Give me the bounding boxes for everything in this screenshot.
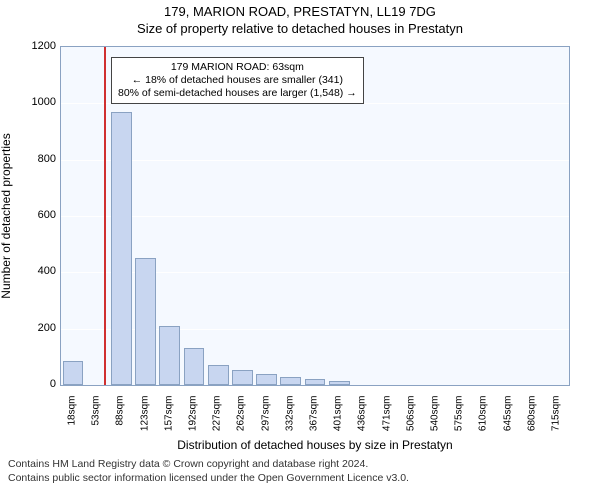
y-tick-label: 800 (16, 153, 56, 165)
footer: Contains HM Land Registry data © Crown c… (0, 456, 600, 485)
x-tick-label: 715sqm (550, 396, 561, 446)
y-tick-label: 0 (16, 378, 56, 390)
x-tick-label: 88sqm (115, 396, 126, 446)
x-tick-label: 157sqm (163, 396, 174, 446)
subtitle-line: Size of property relative to detached ho… (0, 21, 600, 36)
bar (232, 370, 253, 385)
x-tick-label: 297sqm (260, 396, 271, 446)
x-tick-label: 367sqm (309, 396, 320, 446)
y-tick-label: 1200 (16, 40, 56, 52)
x-tick-label: 471sqm (381, 396, 392, 446)
x-tick-label: 332sqm (284, 396, 295, 446)
bar (159, 326, 180, 385)
x-tick-label: 192sqm (188, 396, 199, 446)
x-tick-label: 540sqm (429, 396, 440, 446)
annotation-line: 179 MARION ROAD: 63sqm (118, 61, 357, 74)
bar (111, 112, 132, 385)
bar (305, 379, 326, 385)
annotation-line: 80% of semi-detached houses are larger (… (118, 87, 357, 100)
bar (280, 377, 301, 385)
gridline (61, 216, 569, 217)
y-tick-label: 1000 (16, 96, 56, 108)
gridline (61, 160, 569, 161)
footer-line-2: Contains public sector information licen… (8, 472, 592, 486)
bar (208, 365, 229, 385)
bar (63, 361, 84, 385)
x-tick-label: 680sqm (526, 396, 537, 446)
y-axis-label: Number of detached properties (0, 133, 13, 298)
bar (329, 381, 350, 385)
annotation-line: ← 18% of detached houses are smaller (34… (118, 74, 357, 87)
x-tick-label: 262sqm (236, 396, 247, 446)
bar (135, 258, 156, 385)
footer-line-1: Contains HM Land Registry data © Crown c… (8, 458, 592, 472)
x-tick-label: 645sqm (502, 396, 513, 446)
bar (256, 374, 277, 385)
x-tick-label: 18sqm (67, 396, 78, 446)
x-tick-label: 610sqm (478, 396, 489, 446)
x-tick-label: 506sqm (405, 396, 416, 446)
x-tick-label: 227sqm (212, 396, 223, 446)
plot-region: 179 MARION ROAD: 63sqm← 18% of detached … (60, 46, 570, 386)
header: 179, MARION ROAD, PRESTATYN, LL19 7DG Si… (0, 0, 600, 36)
y-tick-label: 200 (16, 322, 56, 334)
x-tick-label: 123sqm (139, 396, 150, 446)
x-tick-label: 436sqm (357, 396, 368, 446)
chart-area: Number of detached properties 179 MARION… (0, 36, 600, 456)
x-tick-label: 53sqm (91, 396, 102, 446)
x-tick-label: 401sqm (333, 396, 344, 446)
bar (184, 348, 205, 385)
marker-line (104, 47, 106, 385)
address-line: 179, MARION ROAD, PRESTATYN, LL19 7DG (0, 4, 600, 19)
annotation-box: 179 MARION ROAD: 63sqm← 18% of detached … (111, 57, 364, 104)
y-tick-label: 600 (16, 209, 56, 221)
x-tick-label: 575sqm (454, 396, 465, 446)
y-tick-label: 400 (16, 265, 56, 277)
